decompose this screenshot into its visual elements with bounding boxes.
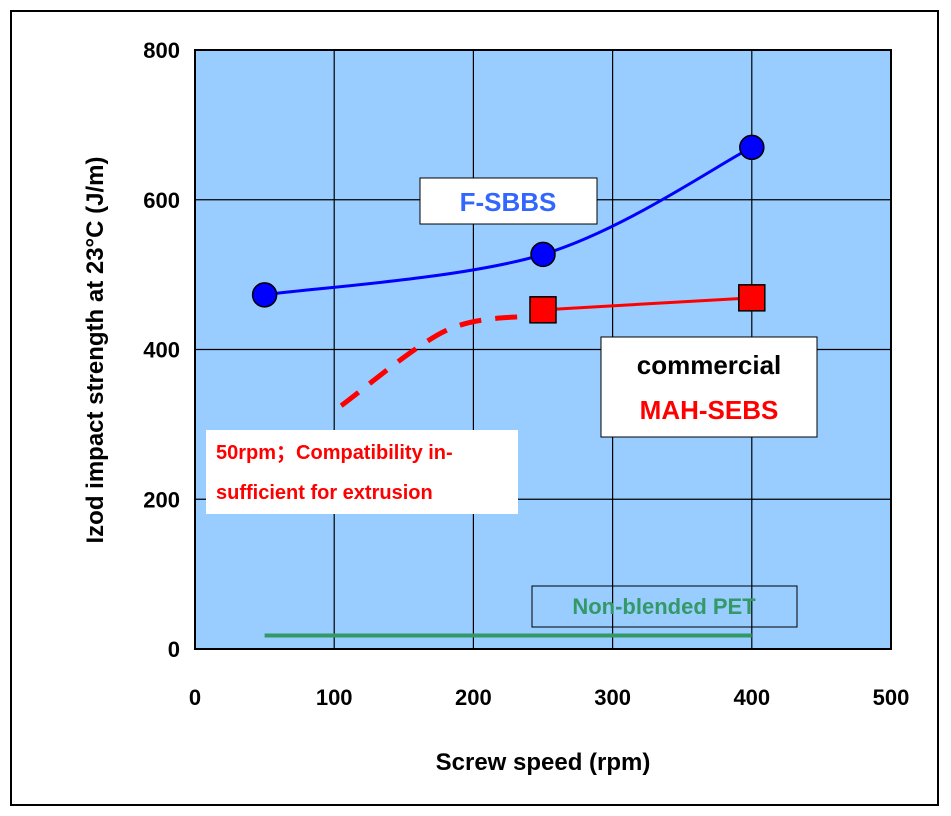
pet-label-text: Non-blended PET [572,594,756,619]
data-point-commercial-mah-sebs [529,296,557,324]
compatibility-note-line1: 50rpm；Compatibility in- [216,442,453,464]
y-tick-label: 200 [143,487,180,512]
series-dashed-extension-commercial-mah-sebs [339,313,530,408]
data-point-f-sbbs [739,134,765,161]
y-tick-label: 600 [143,188,180,213]
mah-sebs-label-text: MAH-SEBS [640,395,779,425]
pet-label: Non-blended PET [531,585,798,628]
x-tick-label: 400 [733,685,770,710]
y-tick-label: 400 [143,338,180,363]
x-tick-label: 200 [455,685,492,710]
commercial-label-text: commercial [637,350,782,380]
compatibility-note-line2: sufficient for extrusion [216,482,433,504]
x-tick-label: 500 [873,685,910,710]
y-axis-title: Izod impact strength at 23°C (J/m) [82,157,109,544]
compatibility-note: 50rpm；Compatibility in- sufficient for e… [206,430,518,514]
x-axis-title: Screw speed (rpm) [436,749,651,776]
x-tick-label: 300 [594,685,631,710]
mah-sebs-label: commercial MAH-SEBS [600,336,818,438]
fsbbs-label-text: F-SBBS [460,187,557,217]
data-point-commercial-mah-sebs [738,284,766,312]
series-line-commercial-mah-sebs [542,296,752,312]
tick-labels: 0 100 200 300 400 500 0 200 400 600 800 [143,38,909,710]
series-layer [251,134,766,638]
data-point-f-sbbs [530,241,556,268]
y-tick-label: 800 [143,38,180,63]
x-tick-label: 0 [189,685,201,710]
data-point-f-sbbs [251,282,278,308]
fsbbs-label: F-SBBS [419,177,598,225]
y-tick-label: 0 [168,637,180,662]
x-tick-label: 100 [316,685,353,710]
